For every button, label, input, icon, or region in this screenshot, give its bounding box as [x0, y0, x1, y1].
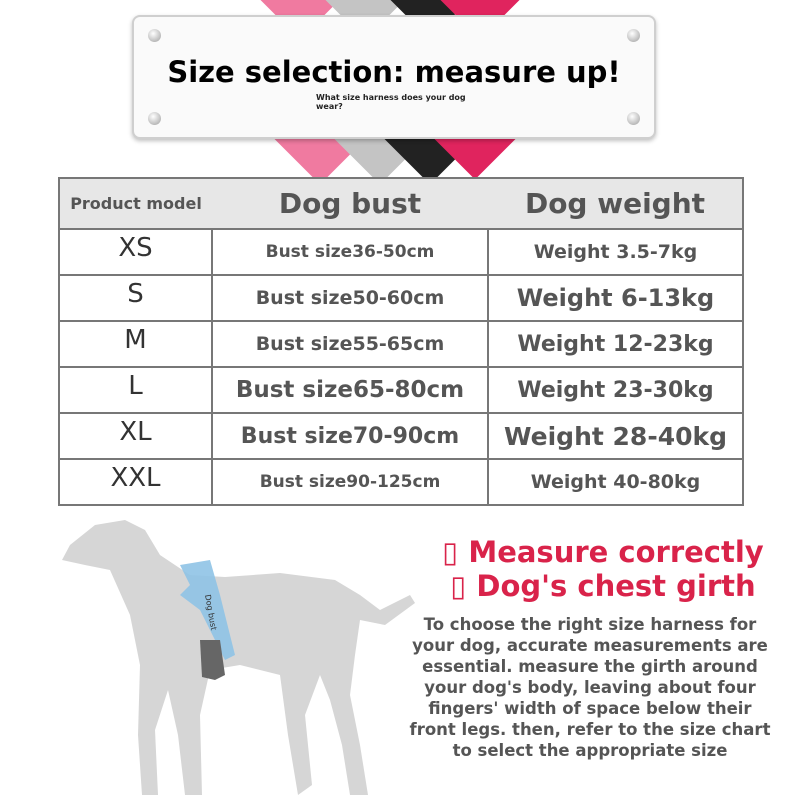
- bust-cell: Bust size55-65cm: [211, 320, 489, 368]
- rivet-icon: [148, 29, 161, 42]
- hand-icon: [200, 640, 225, 680]
- measure-heading: ▯ Measure correctly ▯ Dog's chest girth: [418, 535, 788, 603]
- table-row: XL Bust size70-90cm Weight 28-40kg: [58, 412, 744, 460]
- weight-cell: Weight 40-80kg: [487, 458, 744, 506]
- rivet-icon: [148, 112, 161, 125]
- weight-cell: Weight 3.5-7kg: [487, 228, 744, 276]
- header-dog-weight: Dog weight: [488, 177, 743, 230]
- size-cell: M: [58, 320, 213, 368]
- size-cell: XXL: [58, 458, 213, 506]
- bust-cell: Bust size70-90cm: [211, 412, 489, 460]
- size-cell: XL: [58, 412, 213, 460]
- size-cell: L: [58, 366, 213, 414]
- bust-cell: Bust size65-80cm: [211, 366, 489, 414]
- banner-subtitle: What size harness does your dog wear?: [316, 93, 466, 111]
- size-cell: S: [58, 274, 213, 322]
- table-row: XXL Bust size90-125cm Weight 40-80kg: [58, 458, 744, 506]
- table-row: XS Bust size36-50cm Weight 3.5-7kg: [58, 228, 744, 276]
- table-header-row: Product model Dog bust Dog weight: [59, 177, 743, 230]
- harness-strap: [180, 560, 235, 660]
- weight-cell: Weight 12-23kg: [487, 320, 744, 368]
- measure-description: To choose the right size harness for you…: [409, 615, 771, 760]
- table-row: M Bust size55-65cm Weight 12-23kg: [58, 320, 744, 368]
- weight-cell: Weight 28-40kg: [487, 412, 744, 460]
- header-dog-bust: Dog bust: [212, 177, 488, 230]
- weight-cell: Weight 6-13kg: [487, 274, 744, 322]
- measure-line-1: ▯ Measure correctly: [442, 535, 764, 569]
- rivet-icon: [627, 112, 640, 125]
- header-product-model: Product model: [59, 177, 212, 230]
- title-banner: Size selection: measure up! What size ha…: [132, 15, 656, 139]
- size-cell: XS: [58, 228, 213, 276]
- dog-silhouette: [62, 520, 415, 795]
- table-row: L Bust size65-80cm Weight 23-30kg: [58, 366, 744, 414]
- weight-cell: Weight 23-30kg: [487, 366, 744, 414]
- bust-cell: Bust size36-50cm: [211, 228, 489, 276]
- size-chart-table: Product model Dog bust Dog weight XS Bust…: [58, 177, 744, 506]
- bust-cell: Bust size90-125cm: [211, 458, 489, 506]
- dog-illustration: Dog bust: [62, 520, 415, 795]
- bust-cell: Bust size50-60cm: [211, 274, 489, 322]
- banner-title: Size selection: measure up!: [167, 55, 621, 89]
- rivet-icon: [627, 29, 640, 42]
- table-row: S Bust size50-60cm Weight 6-13kg: [58, 274, 744, 322]
- measure-line-2: ▯ Dog's chest girth: [450, 569, 756, 603]
